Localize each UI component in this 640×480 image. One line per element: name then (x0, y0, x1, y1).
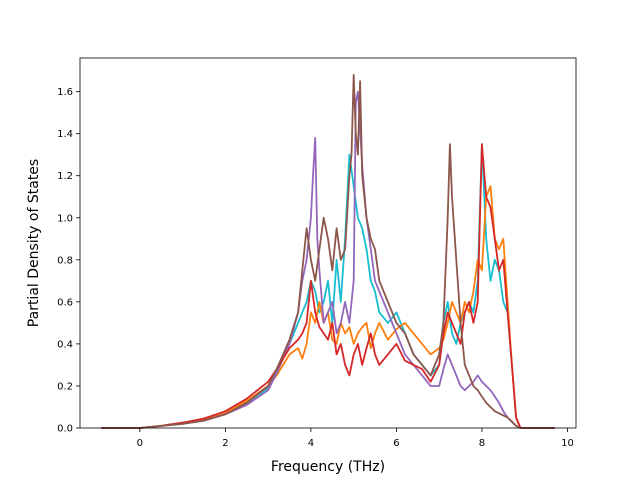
y-tick-label: 1.0 (57, 213, 73, 224)
plot-frame (79, 57, 577, 429)
x-tick-label: 2 (222, 438, 228, 449)
y-tick-label: 1.2 (57, 171, 73, 182)
series-line-5 (101, 73, 555, 429)
y-axis-ticks: 0.0 0.2 0.4 0.6 0.8 1.0 1.2 1.4 1.6 (57, 87, 80, 435)
x-tick-label: 0 (137, 438, 143, 449)
y-tick-label: 1.6 (57, 87, 73, 98)
y-axis-title: Partial Density of States (26, 159, 42, 327)
y-tick-label: 1.4 (57, 129, 73, 140)
series-line-4 (101, 143, 555, 429)
x-axis-ticks: 0 2 4 6 8 10 (137, 428, 574, 449)
x-axis-title: Frequency (THz) (271, 459, 385, 475)
series-layer (101, 73, 555, 429)
series-line-1 (101, 143, 555, 429)
x-tick-label: 4 (308, 438, 314, 449)
x-tick-label: 10 (561, 438, 574, 449)
y-tick-label: 0.2 (57, 381, 73, 392)
y-tick-label: 0.4 (57, 339, 73, 350)
y-tick-label: 0.8 (57, 255, 73, 266)
x-tick-label: 6 (393, 438, 399, 449)
y-tick-label: 0.0 (57, 424, 73, 435)
y-tick-label: 0.6 (57, 297, 73, 308)
series-line-2 (101, 185, 555, 429)
x-tick-label: 8 (479, 438, 485, 449)
